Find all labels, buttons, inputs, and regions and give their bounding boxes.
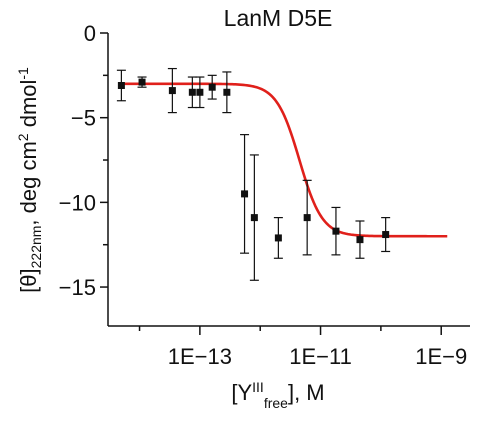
data-point xyxy=(332,227,340,235)
x-axis-label: [YIIIfree], M xyxy=(231,379,324,411)
fit-curve-layer xyxy=(121,82,448,238)
x-label-sup: III xyxy=(252,379,264,395)
data-point xyxy=(382,231,390,239)
x-tick-label: 1E−9 xyxy=(415,344,467,369)
x-label-sub: free xyxy=(264,395,288,411)
data-point xyxy=(241,190,249,198)
x-axis-ticks: 1E−13 1E−11 1E−9 xyxy=(138,326,467,369)
data-point xyxy=(196,88,204,96)
y-axis-ticks: 0 −5 −10 −15 xyxy=(59,21,108,300)
fit-curve xyxy=(121,82,448,238)
data-point xyxy=(250,214,258,222)
y-label-sub: 222nm xyxy=(28,226,44,269)
chart-title: LanM D5E xyxy=(224,5,333,31)
x-label-prefix: [Y xyxy=(231,380,252,405)
x-tick-label: 1E−11 xyxy=(289,344,352,369)
data-point xyxy=(223,88,231,96)
y-tick-label: 0 xyxy=(84,21,96,46)
y-tick-label: −5 xyxy=(71,106,96,131)
y-label-sup1: 2 xyxy=(15,133,31,141)
data-point xyxy=(117,82,125,90)
y-axis-label: [θ]222nm, deg cm2 dmol-1 xyxy=(15,67,44,293)
y-tick-label: −10 xyxy=(59,190,96,215)
data-point xyxy=(168,87,176,95)
y-label-theta: [θ] xyxy=(16,268,41,292)
y-label-mid: , deg cm xyxy=(16,141,41,225)
x-label-suffix: ], M xyxy=(288,380,325,405)
x-tick-label: 1E−13 xyxy=(168,344,232,369)
y-label-sup2: -1 xyxy=(15,67,31,80)
data-point xyxy=(208,83,216,91)
y-tick-label: −15 xyxy=(59,275,96,300)
data-point xyxy=(274,234,282,242)
data-point xyxy=(138,78,146,86)
data-point xyxy=(303,214,311,222)
y-label-mid2: dmol xyxy=(16,80,41,134)
data-point xyxy=(356,236,364,244)
data-points-layer xyxy=(116,67,391,281)
data-point xyxy=(188,88,196,96)
